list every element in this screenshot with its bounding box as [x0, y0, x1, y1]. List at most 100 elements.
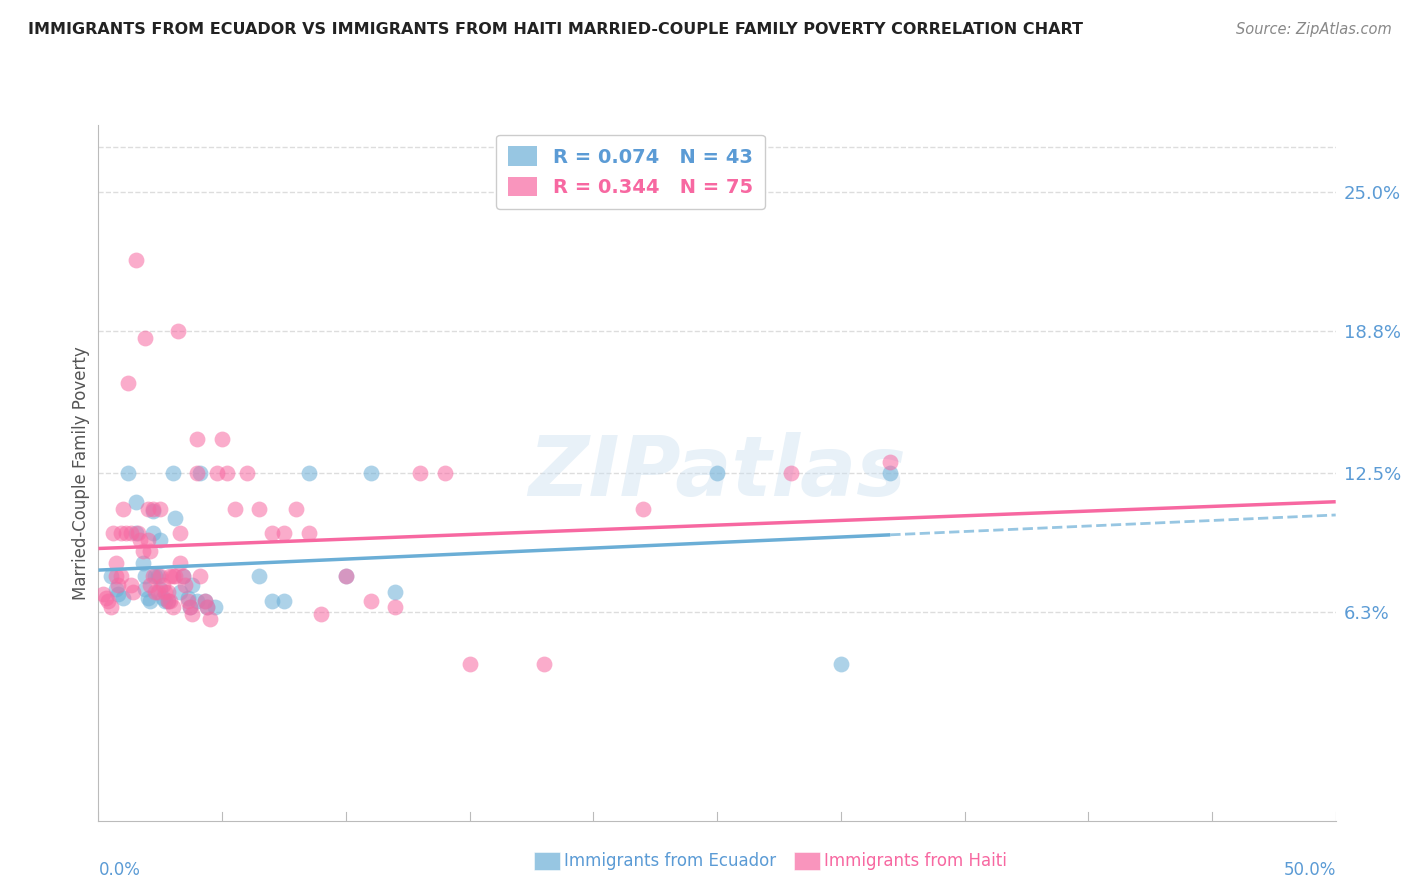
Point [139, 578, 162, 592]
Point [146, 569, 169, 583]
Text: 50.0%: 50.0% [1284, 861, 1336, 879]
Point [117, 376, 139, 390]
Point [186, 432, 208, 446]
Point [194, 593, 217, 607]
Point [132, 544, 155, 558]
Point [112, 591, 135, 606]
Point [273, 593, 295, 607]
Point [122, 584, 145, 599]
Point [433, 466, 456, 480]
Point [100, 569, 122, 583]
Point [152, 591, 174, 606]
Point [124, 252, 146, 267]
Point [165, 510, 187, 524]
Point [384, 600, 406, 615]
Point [156, 593, 179, 607]
Point [247, 569, 270, 583]
Point [298, 526, 321, 541]
Point [127, 526, 149, 541]
Point [134, 569, 156, 583]
Point [780, 466, 803, 480]
Point [104, 556, 127, 570]
Point [149, 533, 172, 547]
Point [384, 584, 406, 599]
Point [335, 569, 357, 583]
Point [103, 526, 125, 541]
Point [409, 466, 432, 480]
Point [149, 569, 172, 583]
Point [93, 587, 115, 601]
Point [195, 600, 218, 615]
Point [169, 584, 191, 599]
Point [360, 466, 382, 480]
Point [156, 584, 179, 599]
Point [533, 657, 555, 671]
Point [260, 526, 283, 541]
Point [360, 593, 382, 607]
Point [186, 466, 208, 480]
Point [156, 593, 179, 607]
Text: Immigrants from Haiti: Immigrants from Haiti [824, 852, 1007, 870]
Point [181, 578, 204, 592]
Point [155, 584, 177, 599]
Point [112, 501, 135, 516]
Point [179, 600, 201, 615]
Point [166, 324, 188, 338]
Point [139, 544, 162, 558]
Point [117, 466, 139, 480]
Point [172, 569, 194, 583]
Point [458, 657, 481, 671]
Point [162, 466, 184, 480]
Point [169, 556, 191, 570]
Point [205, 466, 228, 480]
Point [285, 501, 308, 516]
Point [162, 600, 184, 615]
Point [97, 593, 120, 607]
Point [104, 569, 127, 583]
Point [134, 331, 156, 345]
Point [107, 587, 129, 601]
Point [104, 582, 127, 597]
Point [198, 612, 221, 626]
Point [165, 569, 187, 583]
Point [211, 432, 233, 446]
Point [142, 504, 165, 518]
Point [176, 591, 198, 606]
Y-axis label: Married-Couple Family Poverty: Married-Couple Family Poverty [72, 346, 90, 599]
Point [179, 600, 201, 615]
Point [107, 578, 129, 592]
Point [879, 466, 901, 480]
Point [139, 593, 162, 607]
Point [149, 501, 172, 516]
Point [172, 569, 194, 583]
Point [110, 569, 132, 583]
Point [149, 582, 172, 597]
Point [120, 526, 142, 541]
Point [204, 600, 226, 615]
Point [224, 501, 246, 516]
Point [830, 657, 852, 671]
Point [136, 533, 159, 547]
Text: IMMIGRANTS FROM ECUADOR VS IMMIGRANTS FROM HAITI MARRIED-COUPLE FAMILY POVERTY C: IMMIGRANTS FROM ECUADOR VS IMMIGRANTS FR… [28, 22, 1083, 37]
Point [236, 466, 259, 480]
Point [706, 466, 728, 480]
Point [188, 569, 211, 583]
Point [136, 501, 159, 516]
Point [132, 556, 155, 570]
Point [142, 569, 165, 583]
Point [134, 582, 156, 597]
Text: Immigrants from Ecuador: Immigrants from Ecuador [564, 852, 776, 870]
Point [155, 593, 177, 607]
Point [120, 578, 142, 592]
Text: Source: ZipAtlas.com: Source: ZipAtlas.com [1236, 22, 1392, 37]
Point [143, 569, 166, 583]
Point [114, 526, 136, 541]
Point [129, 533, 152, 547]
Point [195, 600, 218, 615]
Point [159, 569, 181, 583]
Point [159, 593, 181, 607]
Point [188, 466, 211, 480]
Point [273, 526, 295, 541]
Point [169, 526, 191, 541]
Point [162, 569, 184, 583]
